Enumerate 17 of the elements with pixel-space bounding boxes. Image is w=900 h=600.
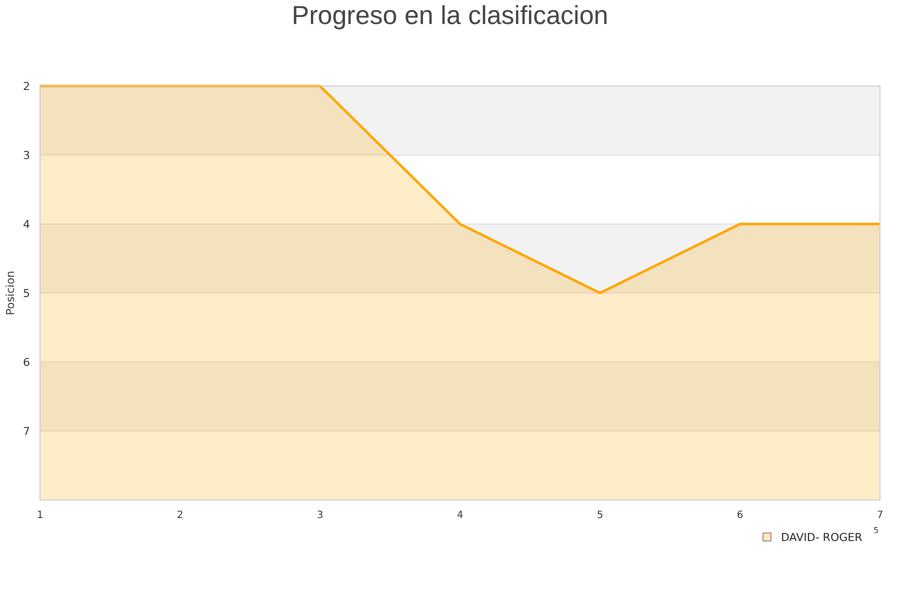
legend-label: DAVID- ROGER xyxy=(781,530,863,544)
y-tick-label: 2 xyxy=(23,80,30,93)
y-tick-label: 5 xyxy=(23,286,30,300)
x-tick-label: 7 xyxy=(876,510,884,521)
x-tick-label: 2 xyxy=(176,510,184,521)
y-axis-title: Posicion xyxy=(4,270,17,316)
x-tick-label: 1 xyxy=(36,510,44,521)
y-tick-label: 6 xyxy=(23,356,30,369)
y-tick-label: 3 xyxy=(23,148,30,162)
y-tick-label: 7 xyxy=(23,424,30,438)
x-tick-label: 3 xyxy=(316,510,324,521)
x-tick-label: 6 xyxy=(736,510,744,521)
x-tick-label: 4 xyxy=(456,510,464,521)
chart-title: Progreso en la clasificacion xyxy=(292,0,608,30)
x-tick-label: 5 xyxy=(596,510,604,521)
y-tick-label: 4 xyxy=(23,218,30,231)
text: 5 xyxy=(873,526,879,535)
